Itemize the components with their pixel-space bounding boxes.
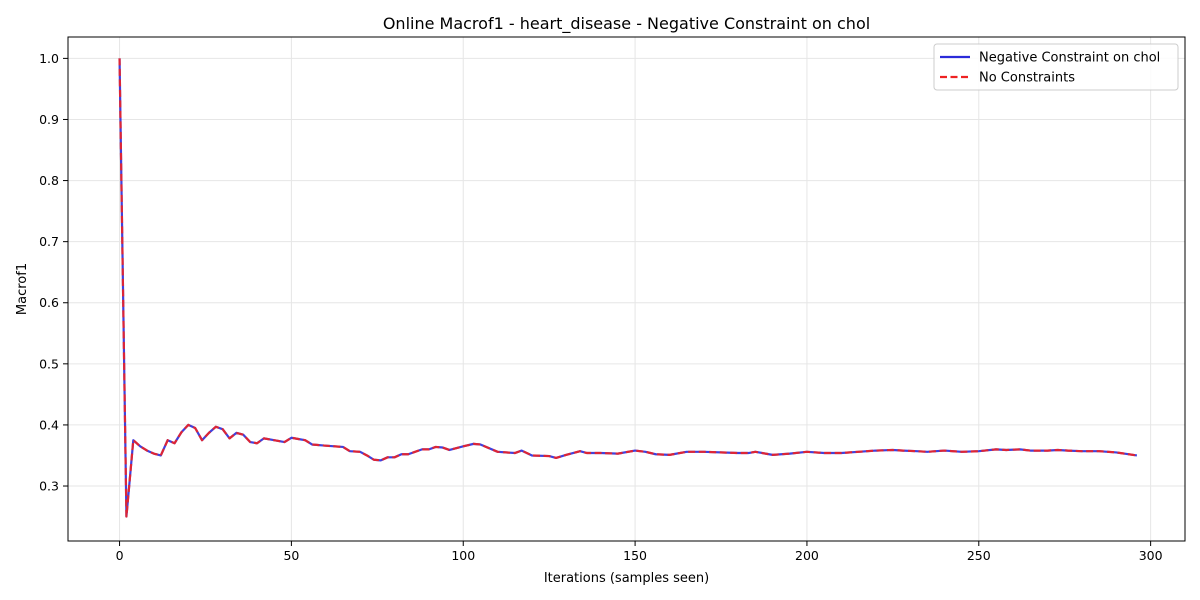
y-tick-label: 0.4 (39, 417, 59, 432)
x-tick-label: 0 (116, 548, 124, 563)
series-line-1 (118, 58, 1138, 518)
x-axis-label: Iterations (samples seen) (544, 571, 709, 586)
y-tick-label: 0.3 (39, 479, 59, 494)
legend-entry-no-constraints: No Constraints (979, 71, 1075, 86)
x-axis: 0 50 100 150 200 250 300 (116, 541, 1163, 563)
y-tick-label: 1.0 (39, 51, 59, 66)
chart-title: Online Macrof1 - heart_disease - Negativ… (383, 14, 870, 34)
y-tick-label: 0.6 (39, 295, 59, 310)
x-tick-label: 300 (1139, 548, 1163, 563)
y-tick-label: 0.7 (39, 234, 59, 249)
x-tick-label: 100 (451, 548, 475, 563)
plot-frame (67, 36, 1186, 542)
series-layer (118, 58, 1138, 518)
legend-box (933, 43, 1179, 91)
x-tick-label: 50 (283, 548, 299, 563)
legend: Negative Constraint on chol No Constrain… (933, 43, 1179, 91)
x-tick-label: 200 (795, 548, 819, 563)
x-tick-label: 250 (967, 548, 991, 563)
y-axis-label: Macrof1 (15, 263, 30, 315)
legend-entry-negative-constraint: Negative Constraint on chol (979, 51, 1160, 66)
grid (68, 37, 1185, 541)
y-tick-label: 0.5 (39, 356, 59, 371)
x-tick-label: 150 (623, 548, 647, 563)
y-tick-label: 0.8 (39, 173, 59, 188)
y-axis: 0.3 0.4 0.5 0.6 0.7 0.8 0.9 1.0 (39, 51, 68, 494)
y-tick-label: 0.9 (39, 112, 59, 127)
